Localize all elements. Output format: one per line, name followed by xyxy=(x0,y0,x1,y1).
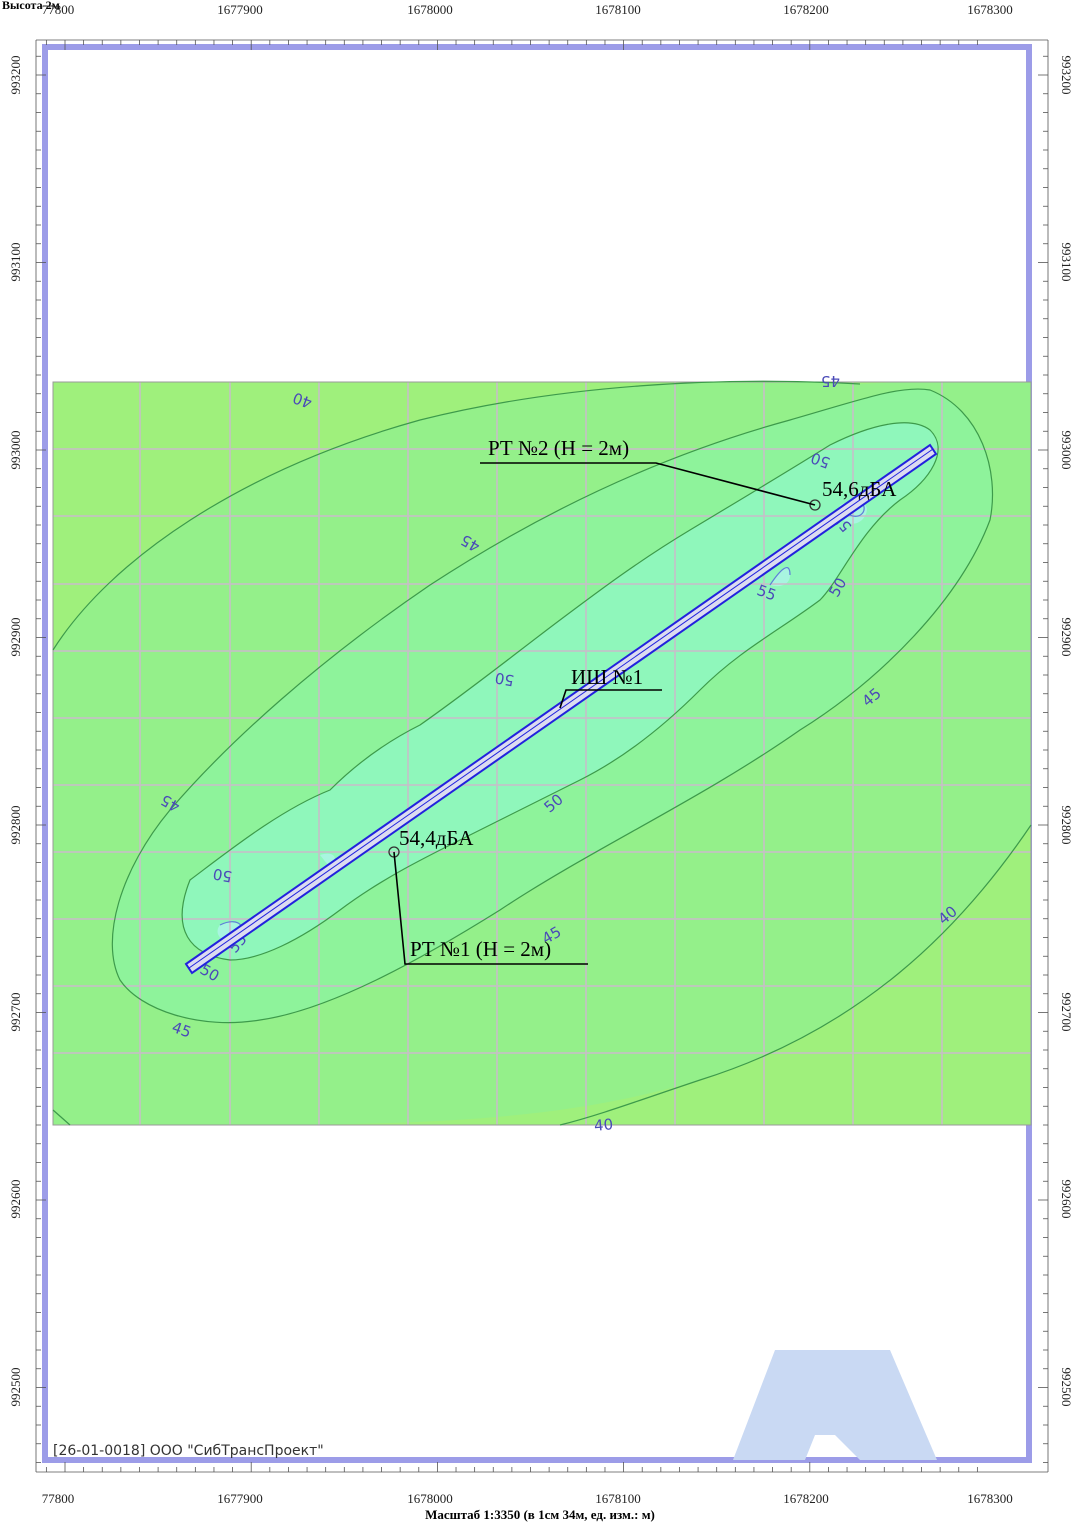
x-tick-label: 1678200 xyxy=(783,1491,829,1506)
y-tick-label: 992700 xyxy=(1059,993,1074,1032)
receiver-1-label: РТ №1 (Н = 2м) xyxy=(410,937,551,961)
contour-40-north xyxy=(52,380,861,651)
noise-source-line: ИШ №1 xyxy=(184,443,938,975)
contour-label: 40 xyxy=(290,388,314,411)
receiver-point-2 xyxy=(809,499,821,511)
rulers xyxy=(35,39,1049,1473)
y-tick-label: 992800 xyxy=(8,806,23,845)
x-tick-label: 77800 xyxy=(42,2,75,17)
zone-50-55 xyxy=(182,422,939,960)
contour-50 xyxy=(181,422,939,961)
contour-label: 50 xyxy=(493,669,515,690)
contour-45 xyxy=(111,388,994,1024)
height-note: Высота 2м xyxy=(2,0,60,12)
contour-label: 50 xyxy=(211,865,233,886)
contour-55-east xyxy=(769,567,791,586)
tick-labels: 77800 77800 1677900 1677900 1678000 1678000 16… xyxy=(8,2,1074,1506)
x-tick-label: 1678100 xyxy=(595,1491,641,1506)
company-label: [26-01-0018] ООО "СибТрансПроект" xyxy=(53,1443,324,1459)
scale-note: Масштаб 1:3350 (в 1см 34м, ед. изм.: м) xyxy=(425,1507,655,1522)
contour-label: 55 xyxy=(755,581,779,604)
contour-40-south xyxy=(559,824,1032,1126)
x-tick-label: 1678300 xyxy=(967,2,1013,17)
x-tick-label: 1678200 xyxy=(783,2,829,17)
x-tick-label: 1678000 xyxy=(407,1491,453,1506)
source-label: ИШ №1 xyxy=(571,665,643,689)
x-tick-label: 1678300 xyxy=(967,1491,1013,1506)
receiver-points: РТ №2 (Н = 2м) 54,6дБА РТ №1 (Н = 2м) 54… xyxy=(388,436,897,965)
zone-55-east xyxy=(770,567,790,587)
y-tick-label: 992500 xyxy=(1059,1368,1074,1407)
y-tick-label: 992900 xyxy=(8,618,23,657)
contour-40-corner xyxy=(52,1109,71,1126)
source-line-axis xyxy=(188,448,934,969)
x-tick-label: 77800 xyxy=(42,1491,75,1506)
contour-label: 40 xyxy=(593,1115,614,1135)
contour-label: 50 xyxy=(808,448,832,471)
y-tick-label: 993000 xyxy=(1059,431,1074,470)
y-tick-label: 992600 xyxy=(8,1180,23,1219)
receiver-2-leader xyxy=(480,462,816,506)
y-tick-label: 992800 xyxy=(1059,806,1074,845)
x-tick-label: 1677900 xyxy=(217,1491,263,1506)
y-tick-label: 993200 xyxy=(8,56,23,95)
y-tick-label: 992600 xyxy=(1059,1180,1074,1219)
receiver-1-value: 54,4дБА xyxy=(399,826,474,850)
calculation-area-border xyxy=(52,381,1032,1126)
contour-lines xyxy=(52,380,1032,1126)
y-tick-label: 993200 xyxy=(1059,56,1074,95)
x-tick-label: 1678100 xyxy=(595,2,641,17)
y-tick-label: 993100 xyxy=(8,243,23,282)
source-leader xyxy=(559,689,662,709)
x-tick-label: 1678000 xyxy=(407,2,453,17)
y-tick-label: 992500 xyxy=(8,1368,23,1407)
watermark-logo xyxy=(733,1350,937,1460)
x-tick-label: 1677900 xyxy=(217,2,263,17)
y-tick-label: 993000 xyxy=(8,431,23,470)
y-tick-label: 993100 xyxy=(1059,243,1074,282)
receiver-2-label: РТ №2 (Н = 2м) xyxy=(488,436,629,460)
watermark-shape xyxy=(733,1350,937,1460)
receiver-1-leader xyxy=(393,851,588,965)
contour-label: 45 xyxy=(821,372,840,390)
y-tick-label: 992700 xyxy=(8,993,23,1032)
y-tick-label: 992900 xyxy=(1059,618,1074,657)
receiver-2-value: 54,6дБА xyxy=(822,477,897,501)
contour-label: 45 xyxy=(170,1018,194,1041)
